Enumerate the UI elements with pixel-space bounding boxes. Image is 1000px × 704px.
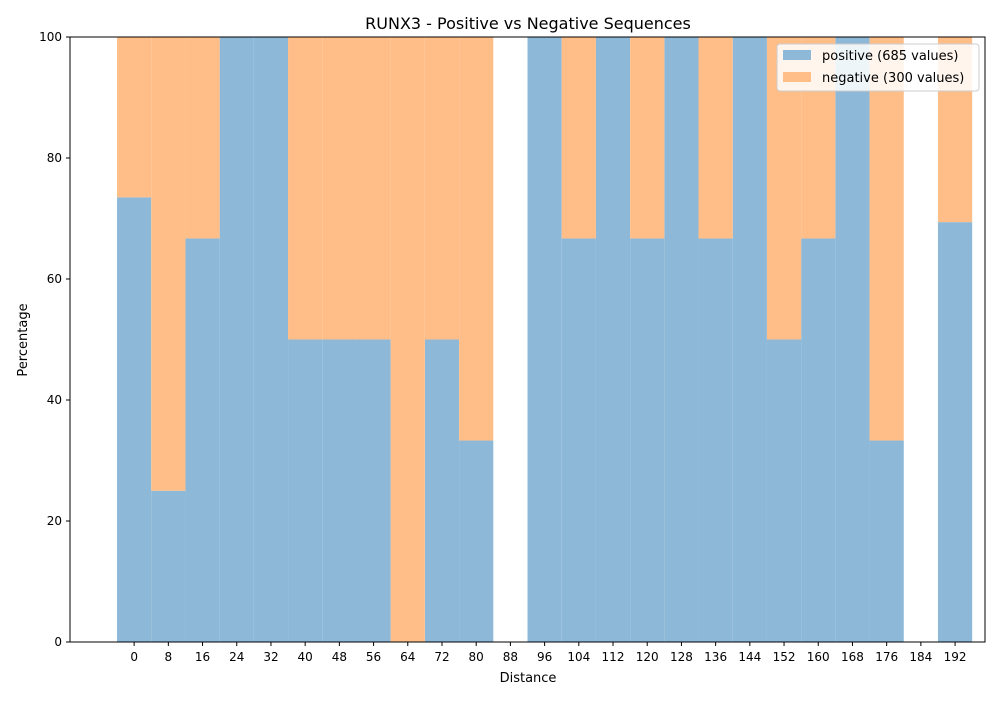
bar-positive-32 (253, 37, 289, 642)
bar-positive-168 (835, 37, 870, 642)
x-tick-label: 136 (704, 650, 727, 664)
bar-positive-40 (288, 339, 323, 642)
bar-positive-48 (322, 339, 357, 642)
legend-swatch-negative (783, 72, 811, 82)
bar-negative-16 (185, 37, 220, 239)
x-tick-label: 168 (841, 650, 864, 664)
plot-frame (69, 36, 986, 643)
x-tick-label: 128 (670, 650, 693, 664)
y-tick-label: 20 (47, 514, 62, 528)
negative-series (117, 37, 973, 642)
bar-negative-40 (288, 37, 323, 340)
x-tick-label: 64 (400, 650, 415, 664)
bar-negative-8 (151, 37, 186, 491)
y-axis-label: Percentage (16, 303, 31, 376)
bar-positive-16 (185, 238, 220, 642)
bar-negative-80 (459, 37, 494, 441)
bar-positive-136 (698, 238, 733, 642)
y-tick-label: 0 (54, 635, 62, 649)
x-tick-label: 184 (909, 650, 932, 664)
y-tick-label: 100 (39, 30, 62, 44)
bar-positive-24 (219, 37, 254, 642)
x-tick-label: 176 (875, 650, 898, 664)
bar-positive-112 (595, 37, 631, 642)
legend-swatch-positive (783, 50, 811, 60)
bar-negative-48 (322, 37, 357, 340)
bar-positive-80 (459, 440, 494, 642)
plot-area (117, 37, 973, 642)
legend: positive (685 values) negative (300 valu… (776, 43, 980, 92)
bar-negative-120 (630, 37, 665, 239)
bar-positive-176 (869, 440, 904, 642)
x-tick-label: 104 (567, 650, 590, 664)
legend-box (776, 43, 980, 92)
bar-negative-72 (424, 37, 460, 340)
x-axis: 0 8 16 24 32 40 48 56 64 72 80 88 96 104 112 120 128 136 1… (130, 642, 967, 664)
bar-negative-136 (698, 37, 733, 239)
bar-negative-64 (390, 37, 425, 642)
bar-positive-8 (151, 490, 186, 642)
bar-positive-120 (630, 238, 665, 642)
y-tick-label: 60 (47, 272, 62, 286)
x-tick-label: 16 (195, 650, 210, 664)
bar-positive-56 (356, 339, 391, 642)
bar-positive-72 (424, 339, 460, 642)
bar-negative-0 (117, 37, 152, 198)
bar-negative-56 (356, 37, 391, 340)
x-tick-label: 96 (537, 650, 552, 664)
y-axis: 0 20 40 60 80 100 (39, 30, 70, 649)
x-tick-label: 56 (366, 650, 381, 664)
bar-positive-0 (117, 197, 152, 642)
x-tick-label: 112 (602, 650, 625, 664)
bar-positive-152 (766, 339, 802, 642)
x-tick-label: 32 (263, 650, 278, 664)
x-tick-label: 152 (773, 650, 796, 664)
bar-positive-96 (527, 37, 562, 642)
x-tick-label: 80 (469, 650, 484, 664)
x-tick-label: 192 (944, 650, 967, 664)
x-tick-label: 8 (165, 650, 173, 664)
x-tick-label: 88 (503, 650, 518, 664)
bar-positive-144 (732, 37, 767, 642)
bar-positive-104 (561, 238, 596, 642)
x-tick-label: 0 (130, 650, 138, 664)
x-tick-label: 72 (434, 650, 449, 664)
x-axis-label: Distance (500, 671, 557, 686)
y-tick-label: 40 (47, 393, 62, 407)
x-tick-label: 144 (738, 650, 761, 664)
y-tick-label: 80 (47, 151, 62, 165)
legend-label-negative: negative (300 values) (822, 71, 964, 86)
chart-title: RUNX3 - Positive vs Negative Sequences (365, 14, 691, 33)
bar-positive-160 (801, 238, 836, 642)
x-tick-label: 24 (229, 650, 244, 664)
bar-negative-104 (561, 37, 596, 239)
x-tick-label: 160 (807, 650, 830, 664)
x-tick-label: 120 (636, 650, 659, 664)
x-tick-label: 48 (332, 650, 347, 664)
bar-negative-176 (869, 37, 904, 441)
bar-positive-192 (937, 222, 973, 642)
x-tick-label: 40 (298, 650, 313, 664)
positive-series (117, 37, 973, 642)
bar-positive-128 (664, 37, 699, 642)
legend-label-positive: positive (685 values) (822, 49, 959, 64)
